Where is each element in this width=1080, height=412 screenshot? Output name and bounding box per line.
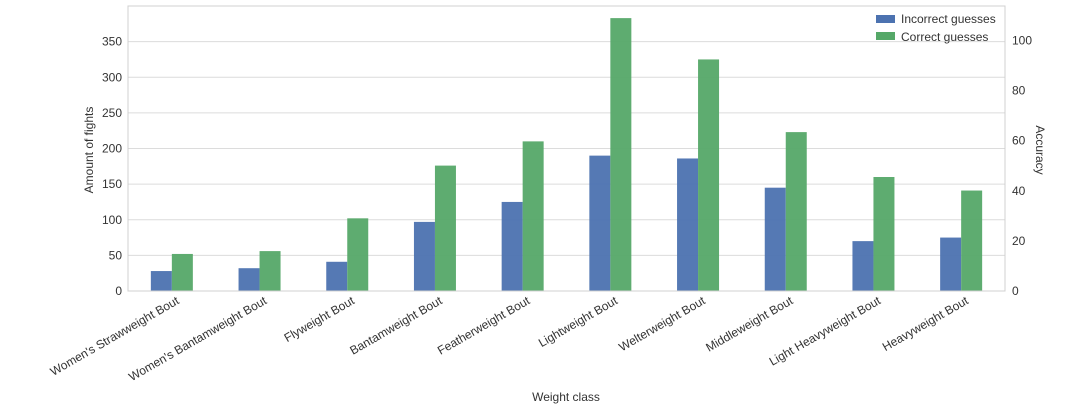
y2-tick-label: 40 [1012,184,1026,198]
x-tick-label: Heavyweight Bout [880,293,971,354]
x-tick-label: Bantamweight Bout [347,293,445,357]
bar-correct [961,190,983,291]
bar-incorrect [326,261,348,291]
legend: Incorrect guesses Correct guesses [876,12,996,44]
bar-correct [522,141,544,291]
y-tick-label: 200 [102,142,122,156]
y-tick-label: 50 [109,248,123,262]
bar-incorrect [852,241,874,291]
bar-incorrect [150,271,172,291]
bar-correct [785,132,807,291]
x-tick-label: Middleweight Bout [703,293,795,354]
legend-label-correct: Correct guesses [901,30,988,44]
bar-correct [171,253,193,291]
y-tick-label: 0 [115,284,122,298]
y-axis-label: Amount of fights [82,107,96,194]
gridlines [128,41,1005,256]
right-y-axis: 0 20 40 60 80 100 [1012,34,1032,298]
legend-swatch-correct [876,32,895,40]
bars [150,18,983,292]
y-tick-label: 100 [102,213,122,227]
bar-correct [610,18,632,292]
plot-frame [127,5,1006,292]
bar-incorrect [764,187,786,291]
plot-border [127,5,1006,292]
y2-axis-label: Accuracy [1033,125,1047,174]
bar-incorrect [677,158,699,291]
bar-incorrect [589,155,611,291]
bar-correct [698,59,720,291]
bar-incorrect [238,268,260,291]
x-axis-label: Weight class [532,390,600,404]
y-tick-label: 150 [102,177,122,191]
bar-incorrect [413,221,435,291]
bar-correct [434,165,456,291]
legend-label-incorrect: Incorrect guesses [901,12,996,26]
y-tick-label: 350 [102,35,122,49]
y-tick-label: 250 [102,106,122,120]
bar-incorrect [940,237,962,291]
bar-incorrect [501,201,523,291]
x-tick-label: Welterweight Bout [616,293,708,354]
x-tick-label: Flyweight Bout [282,293,358,345]
y2-tick-label: 60 [1012,134,1026,148]
left-y-axis: 0 50 100 150 200 250 300 350 [102,35,122,298]
x-tick-label: Women's Bantamweight Bout [126,293,269,384]
bar-correct [347,218,369,291]
y2-tick-label: 100 [1012,34,1032,48]
x-tick-label: Lightweight Bout [536,293,620,350]
bar-correct [873,177,895,291]
legend-swatch-incorrect [876,15,895,23]
y-tick-label: 300 [102,70,122,84]
y2-tick-label: 0 [1012,284,1019,298]
x-tick-label: Featherweight Bout [435,293,533,357]
y2-tick-label: 80 [1012,84,1026,98]
bar-correct [259,251,281,291]
y2-tick-label: 20 [1012,234,1026,248]
